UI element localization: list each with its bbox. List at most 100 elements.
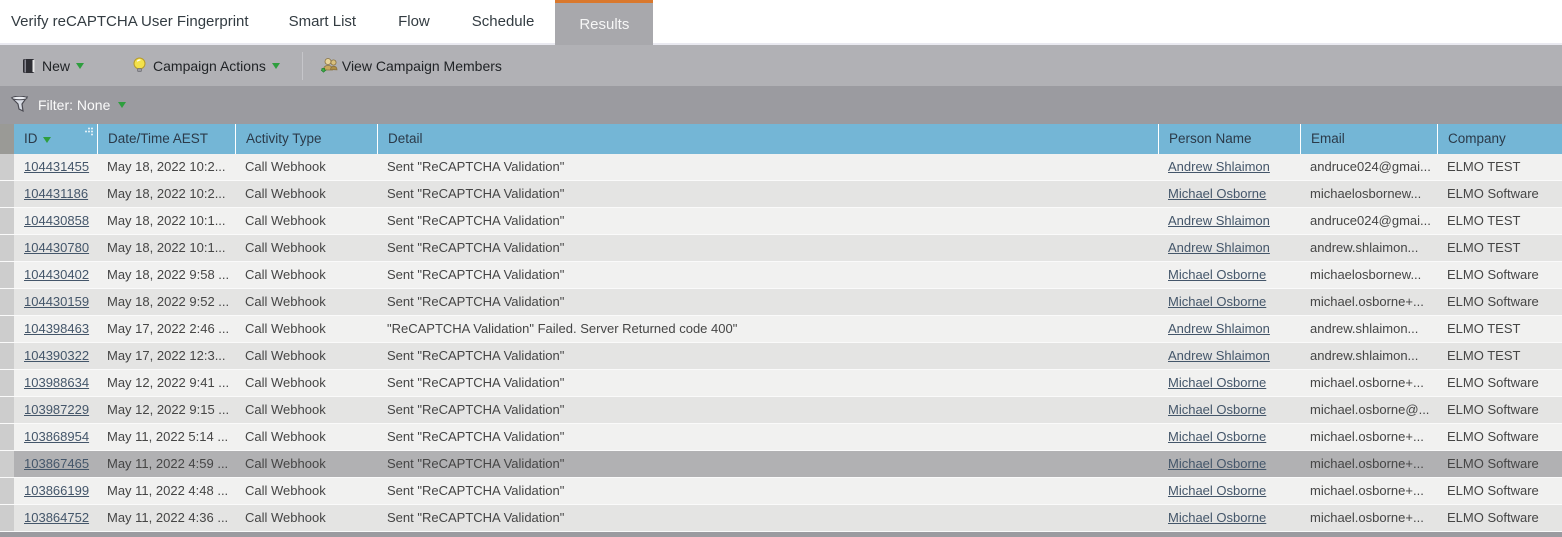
activity-type-cell: Call Webhook (245, 186, 326, 201)
table-row[interactable]: 104430159 May 18, 2022 9:52 ... Call Web… (0, 289, 1562, 316)
person-name-link[interactable]: Michael Osborne (1168, 483, 1267, 498)
person-name-link[interactable]: Michael Osborne (1168, 294, 1267, 309)
activity-type-cell: Call Webhook (245, 240, 326, 255)
activity-id-link[interactable]: 104430858 (24, 213, 90, 228)
activity-type-cell: Call Webhook (245, 159, 326, 174)
table-row[interactable]: 103868954 May 11, 2022 5:14 ... Call Web… (0, 424, 1562, 451)
tab-flow[interactable]: Flow (377, 0, 451, 43)
email-cell: andrew.shlaimon... (1310, 348, 1419, 363)
person-name-link[interactable]: Andrew Shlaimon (1168, 159, 1270, 174)
activity-id-link[interactable]: 104430780 (24, 240, 90, 255)
company-cell: ELMO Software (1447, 483, 1539, 498)
detail-cell: Sent "ReCAPTCHA Validation" (387, 186, 565, 201)
person-name-link[interactable]: Andrew Shlaimon (1168, 240, 1270, 255)
table-row[interactable]: 103864752 May 11, 2022 4:36 ... Call Web… (0, 505, 1562, 532)
new-button[interactable]: New (10, 45, 96, 86)
person-name-link[interactable]: Andrew Shlaimon (1168, 348, 1270, 363)
activity-id-link[interactable]: 103868954 (24, 429, 90, 444)
tab-label: Flow (398, 13, 430, 30)
activity-type-cell: Call Webhook (245, 294, 326, 309)
datetime-cell: May 18, 2022 10:2... (107, 186, 226, 201)
detail-cell: Sent "ReCAPTCHA Validation" (387, 240, 565, 255)
row-gutter (0, 181, 14, 207)
notebook-icon (22, 58, 36, 74)
activity-id-link[interactable]: 103866199 (24, 483, 90, 498)
column-header-detail[interactable]: Detail (377, 124, 1158, 154)
campaign-tab-bar: Verify reCAPTCHA User Fingerprint Smart … (0, 0, 1562, 45)
company-cell: ELMO TEST (1447, 159, 1521, 174)
row-gutter (0, 316, 14, 342)
table-row[interactable]: 103866199 May 11, 2022 4:48 ... Call Web… (0, 478, 1562, 505)
campaign-actions-button[interactable]: Campaign Actions (120, 45, 292, 86)
person-name-link[interactable]: Andrew Shlaimon (1168, 321, 1270, 336)
activity-id-link[interactable]: 104431186 (24, 186, 89, 201)
company-cell: ELMO Software (1447, 267, 1539, 282)
activity-id-link[interactable]: 103867465 (24, 456, 90, 471)
row-gutter (0, 505, 14, 531)
person-name-link[interactable]: Michael Osborne (1168, 510, 1267, 525)
email-cell: michael.osborne+... (1310, 294, 1424, 309)
filter-bar[interactable]: Filter: None (0, 86, 1562, 124)
company-cell: ELMO Software (1447, 186, 1539, 201)
person-name-link[interactable]: Michael Osborne (1168, 402, 1267, 417)
tab-results[interactable]: Results (555, 0, 654, 45)
column-header-email[interactable]: Email (1300, 124, 1437, 154)
datetime-cell: May 12, 2022 9:15 ... (107, 402, 230, 417)
tab-label: Verify reCAPTCHA User Fingerprint (11, 13, 249, 30)
activity-type-cell: Call Webhook (245, 456, 326, 471)
tab-verify-recaptcha-user-fingerprint[interactable]: Verify reCAPTCHA User Fingerprint (0, 0, 268, 43)
email-cell: michael.osborne+... (1310, 483, 1424, 498)
detail-cell: Sent "ReCAPTCHA Validation" (387, 348, 565, 363)
person-name-link[interactable]: Andrew Shlaimon (1168, 213, 1270, 228)
tab-schedule[interactable]: Schedule (451, 0, 556, 43)
table-row[interactable]: 103988634 May 12, 2022 9:41 ... Call Web… (0, 370, 1562, 397)
activity-id-link[interactable]: 103864752 (24, 510, 90, 525)
table-row[interactable]: 104430780 May 18, 2022 10:1... Call Webh… (0, 235, 1562, 262)
datetime-cell: May 12, 2022 9:41 ... (107, 375, 230, 390)
column-header-person-name[interactable]: Person Name (1158, 124, 1300, 154)
column-header-label: ID (24, 131, 38, 146)
detail-cell: Sent "ReCAPTCHA Validation" (387, 267, 565, 282)
table-row[interactable]: 104430858 May 18, 2022 10:1... Call Webh… (0, 208, 1562, 235)
row-gutter (0, 343, 14, 369)
column-header-activity-type[interactable]: Activity Type (235, 124, 377, 154)
table-row[interactable]: 103867465 May 11, 2022 4:59 ... Call Web… (0, 451, 1562, 478)
tab-label: Smart List (288, 13, 357, 30)
column-header-datetime[interactable]: Date/Time AEST (97, 124, 235, 154)
column-header-id[interactable]: ID (14, 124, 97, 154)
green-down-arrow-icon[interactable] (42, 137, 51, 143)
activity-type-cell: Call Webhook (245, 213, 326, 228)
tab-label: Results (579, 15, 630, 33)
table-row[interactable]: 104431455 May 18, 2022 10:2... Call Webh… (0, 154, 1562, 181)
dots-grid-icon[interactable] (83, 127, 94, 136)
company-cell: ELMO Software (1447, 456, 1539, 471)
table-row[interactable]: 104398463 May 17, 2022 2:46 ... Call Web… (0, 316, 1562, 343)
table-row[interactable]: 104431186 May 18, 2022 10:2... Call Webh… (0, 181, 1562, 208)
view-campaign-members-button[interactable]: View Campaign Members (309, 45, 514, 86)
person-name-link[interactable]: Michael Osborne (1168, 429, 1267, 444)
toolbar: New Campaign Actions (0, 45, 1562, 86)
person-name-link[interactable]: Michael Osborne (1168, 186, 1267, 201)
person-name-link[interactable]: Michael Osborne (1168, 267, 1267, 282)
results-table-header: ID Date/Time AEST Activity Type Detail P… (0, 124, 1562, 154)
person-name-link[interactable]: Michael Osborne (1168, 375, 1267, 390)
column-header-company[interactable]: Company (1437, 124, 1562, 154)
table-row[interactable]: 104430402 May 18, 2022 9:58 ... Call Web… (0, 262, 1562, 289)
activity-id-link[interactable]: 104390322 (24, 348, 90, 363)
table-row[interactable]: 103987229 May 12, 2022 9:15 ... Call Web… (0, 397, 1562, 424)
activity-id-link[interactable]: 103987229 (24, 402, 90, 417)
results-table-body: 104431455 May 18, 2022 10:2... Call Webh… (0, 154, 1562, 532)
activity-type-cell: Call Webhook (245, 402, 326, 417)
activity-id-link[interactable]: 104430402 (24, 267, 90, 282)
filter-label: Filter: None (38, 97, 111, 113)
activity-id-link[interactable]: 104398463 (24, 321, 90, 336)
activity-id-link[interactable]: 103988634 (24, 375, 90, 390)
person-name-link[interactable]: Michael Osborne (1168, 456, 1267, 471)
table-row[interactable]: 104390322 May 17, 2022 12:3... Call Webh… (0, 343, 1562, 370)
company-cell: ELMO Software (1447, 294, 1539, 309)
tab-smart-list[interactable]: Smart List (268, 0, 378, 43)
activity-id-link[interactable]: 104430159 (24, 294, 90, 309)
activity-id-link[interactable]: 104431455 (24, 159, 90, 174)
funnel-icon (10, 95, 30, 114)
lightbulb-icon (132, 57, 147, 74)
